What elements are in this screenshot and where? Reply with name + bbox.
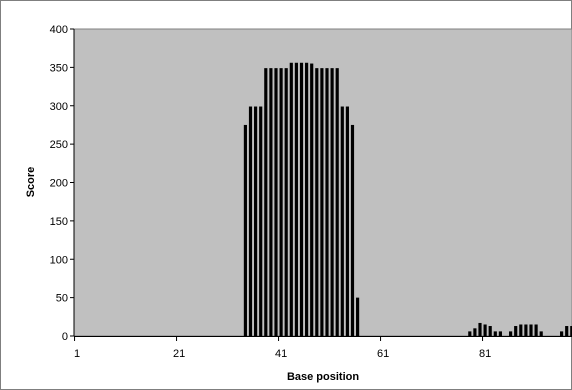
bar: [264, 68, 268, 336]
y-axis-title: Score: [25, 167, 37, 198]
bar: [269, 68, 273, 336]
bar: [565, 326, 569, 336]
bar: [289, 62, 293, 337]
bar: [473, 328, 477, 336]
bar: [509, 331, 513, 336]
bar: [279, 68, 283, 336]
x-tick-label: 1: [74, 348, 80, 360]
bar: [330, 68, 334, 336]
bar: [539, 331, 543, 336]
bar: [570, 326, 572, 336]
y-tick-label: 300: [50, 101, 68, 113]
bar: [340, 106, 344, 337]
bar: [243, 124, 247, 336]
x-tick-label: 61: [377, 348, 389, 360]
bar: [524, 324, 528, 336]
x-axis-title: Base position: [287, 371, 359, 383]
bar: [310, 63, 314, 336]
x-tick-label: 41: [275, 348, 287, 360]
x-tick-label: 81: [479, 348, 491, 360]
bar: [345, 106, 349, 337]
y-tick-label: 200: [50, 178, 68, 190]
bar: [534, 324, 538, 336]
bar: [294, 62, 298, 337]
bar: [305, 62, 309, 337]
bar: [335, 68, 339, 336]
bar: [488, 326, 492, 336]
bar: [478, 322, 482, 336]
y-tick-label: 0: [62, 331, 68, 343]
bar: [274, 68, 278, 336]
bar-series: [243, 62, 572, 337]
bar: [259, 106, 263, 337]
y-tick-label: 400: [50, 24, 68, 36]
bar: [529, 324, 533, 336]
bar: [248, 106, 253, 337]
x-axis-ticks: 1 21 41 61 81: [74, 336, 491, 360]
y-tick-label: 150: [50, 216, 68, 228]
y-tick-label: 50: [56, 293, 68, 305]
bar: [560, 331, 564, 336]
bar: [350, 124, 355, 336]
bar: [468, 331, 472, 336]
bar: [356, 297, 360, 337]
bar: [320, 68, 324, 336]
bar: [315, 68, 319, 336]
bar: [519, 324, 523, 336]
bar: [514, 326, 518, 336]
bar: [325, 68, 329, 336]
x-tick-label: 21: [173, 348, 185, 360]
bar: [493, 331, 497, 336]
y-tick-label: 250: [50, 139, 68, 151]
y-axis-ticks: 0 50 100 150 200 250 300 350 400: [50, 24, 74, 343]
bar: [284, 68, 288, 336]
bar: [299, 62, 304, 337]
bar: [498, 331, 502, 336]
y-tick-label: 350: [50, 62, 68, 74]
y-tick-label: 100: [50, 254, 68, 266]
bar: [483, 324, 487, 336]
bar: [254, 106, 258, 337]
